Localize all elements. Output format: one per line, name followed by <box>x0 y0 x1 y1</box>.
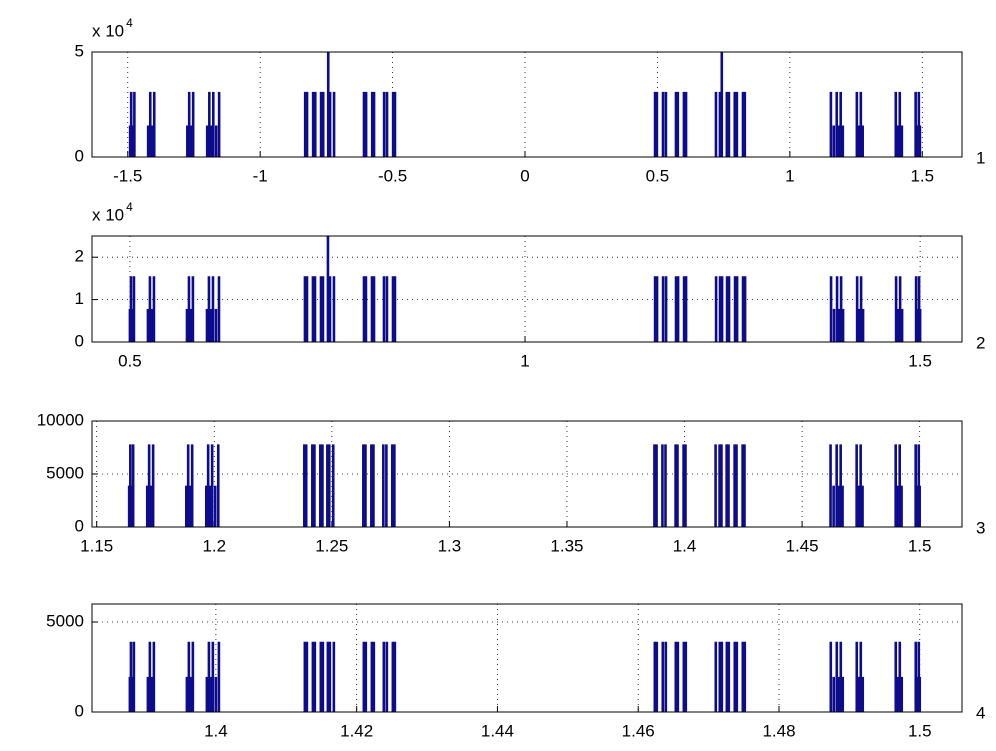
axes-box <box>91 420 963 528</box>
y-tick-label: 10000 <box>37 410 84 429</box>
x-tick-label: 1.4 <box>204 721 228 740</box>
x-tick-label: -1 <box>253 166 268 185</box>
x-tick-label: 0.5 <box>118 351 142 370</box>
spikes <box>128 641 922 712</box>
y-tick-label: 5000 <box>46 463 84 482</box>
spikes <box>127 444 921 527</box>
subplot: 1.4 1.42 1.44 1.46 1.48 1.5 0 5000 4 <box>46 603 985 740</box>
y-scale: x 10 <box>92 21 124 40</box>
x-tick-label: 1.42 <box>340 721 373 740</box>
x-tick-label: 0.5 <box>646 166 670 185</box>
x-tick-label: 0 <box>520 166 529 185</box>
spikes <box>128 52 922 157</box>
x-tick-label: 1.3 <box>438 536 462 555</box>
y-scale-exponent: 4 <box>126 16 133 30</box>
x-tick-label: 1.45 <box>786 536 819 555</box>
y-tick-label: 0 <box>75 146 84 165</box>
y-tick-label: 1 <box>75 289 84 308</box>
subplot: 1.15 1.2 1.25 1.3 1.35 1.4 1.45 1.5 0 5000 10000 3 <box>37 410 986 555</box>
x-tick-label: 1.46 <box>622 721 655 740</box>
panel-label: 4 <box>976 703 985 722</box>
x-tick-label: 1 <box>520 351 529 370</box>
spikes <box>128 236 922 342</box>
x-tick-label: 1.15 <box>80 536 113 555</box>
y-scale: x 10 <box>92 205 124 224</box>
y-scale-exponent: 4 <box>126 200 133 214</box>
axes-box <box>91 235 963 343</box>
x-tick-label: -0.5 <box>378 166 407 185</box>
x-tick-label: 1.5 <box>910 166 934 185</box>
subplot: -1.5 -1 -0.5 0 0.5 1 1.5 0 5 x 10 4 1 <box>75 16 986 185</box>
x-tick-label: 1.35 <box>550 536 583 555</box>
x-tick-label: 1.5 <box>908 536 932 555</box>
x-tick-label: 1 <box>785 166 794 185</box>
x-tick-label: 1.2 <box>202 536 226 555</box>
x-tick-label: 1.5 <box>908 721 932 740</box>
x-tick-label: 1.4 <box>673 536 697 555</box>
y-tick-label: 5 <box>75 41 84 60</box>
panel-label: 1 <box>976 148 985 167</box>
x-tick-label: -1.5 <box>113 166 142 185</box>
x-tick-label: 1.44 <box>481 721 514 740</box>
y-tick-label: 2 <box>75 247 84 266</box>
y-tick-label: 0 <box>75 331 84 350</box>
panel-label: 2 <box>976 333 985 352</box>
y-tick-label: 0 <box>75 701 84 720</box>
y-tick-label: 0 <box>75 516 84 535</box>
axes-box <box>91 603 963 713</box>
panel-label: 3 <box>976 518 985 537</box>
x-tick-label: 1.48 <box>762 721 795 740</box>
axes-box <box>91 51 963 158</box>
x-tick-label: 1.25 <box>315 536 348 555</box>
y-tick-label: 5000 <box>46 611 84 630</box>
subplot: 0.5 1 1.5 0 1 2 x 10 4 2 <box>75 200 986 370</box>
x-tick-label: 1.5 <box>908 351 932 370</box>
